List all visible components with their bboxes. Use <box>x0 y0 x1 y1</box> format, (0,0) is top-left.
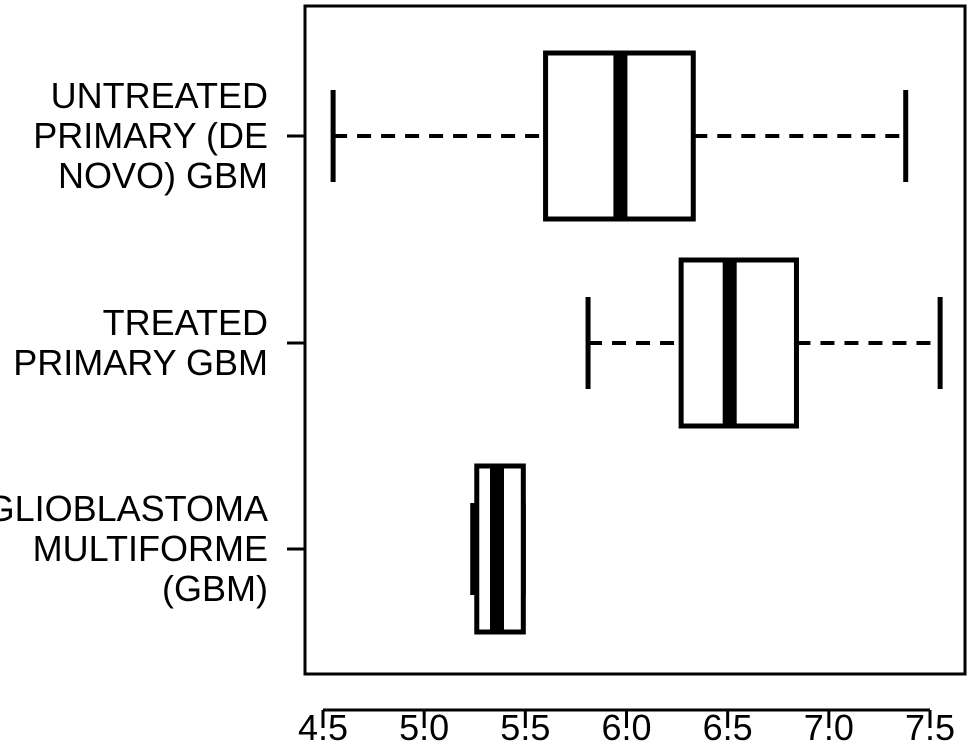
category-label-line: (GBM) <box>162 568 268 609</box>
category-label-line: UNTREATED <box>51 75 268 116</box>
box-group <box>287 53 906 219</box>
x-tick-label: 5.5 <box>500 707 550 748</box>
category-label-line: PRIMARY (DE <box>33 115 268 156</box>
x-tick-label: 6.0 <box>601 707 651 748</box>
x-tick-label: 6.5 <box>703 707 753 748</box>
x-tick-label: 7.5 <box>905 707 955 748</box>
boxes-group <box>287 53 940 632</box>
category-label-line: PRIMARY GBM <box>13 342 268 383</box>
iqr-box <box>681 260 796 426</box>
category-label: TREATED PRIMARY GBM <box>13 302 268 383</box>
category-label-line: MULTIFORME <box>33 528 268 569</box>
x-tick-label: 4.5 <box>298 707 348 748</box>
box-group <box>287 466 523 632</box>
x-axis: 4.5 5.0 5.5 6.0 6.5 7.0 7.5 <box>298 707 955 748</box>
category-label: UNTREATED PRIMARY (DE NOVO) GBM <box>33 75 268 196</box>
box-group <box>287 260 940 426</box>
category-label-line: TREATED <box>103 302 268 343</box>
category-label: GLIOBLASTOMA MULTIFORME (GBM) <box>0 488 268 609</box>
category-label-line: GLIOBLASTOMA <box>0 488 268 529</box>
x-tick-label: 7.0 <box>804 707 854 748</box>
category-label-line: NOVO) GBM <box>58 155 268 196</box>
x-tick-label: 5.0 <box>399 707 449 748</box>
